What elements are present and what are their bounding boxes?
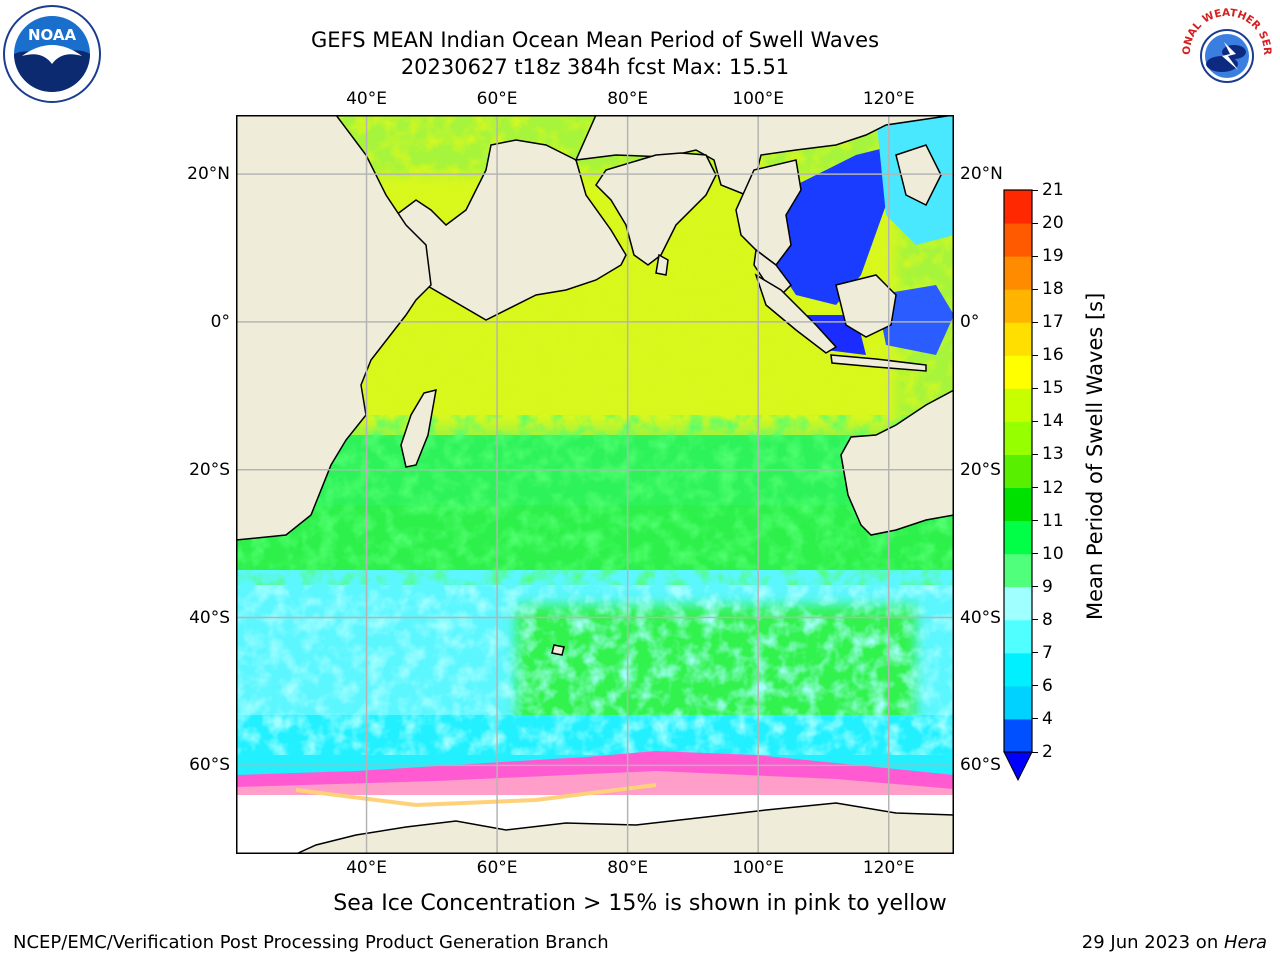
colorbar-tick-mark	[1032, 354, 1038, 356]
colorbar-tick-mark	[1032, 453, 1038, 455]
footer-date-text: 29 Jun 2023 on	[1081, 932, 1224, 953]
lon-tick-label-top: 80°E	[607, 89, 649, 109]
noaa-logo-text: NOAA	[28, 26, 77, 44]
lat-tick-label-right: 40°S	[960, 607, 1001, 628]
noaa-logo: NOAA	[3, 5, 101, 103]
colorbar-swatch	[1004, 190, 1032, 224]
colorbar-tick-label: 13	[1042, 444, 1064, 465]
colorbar-swatch	[1004, 256, 1032, 290]
lon-tick-label-top: 40°E	[346, 89, 387, 109]
colorbar-swatch	[1004, 487, 1032, 522]
colorbar-swatch	[1004, 223, 1032, 257]
lat-tick-label-right: 0°	[960, 311, 980, 332]
colorbar-tick-mark	[1032, 288, 1038, 290]
colorbar-tick-label: 7	[1042, 642, 1053, 663]
colorbar-tick-mark	[1032, 586, 1038, 588]
lon-tick-label-bottom: 120°E	[862, 858, 915, 878]
footer-host: Hera	[1223, 932, 1267, 953]
colorbar-tick-label: 6	[1042, 675, 1053, 696]
map-panel	[236, 115, 954, 854]
colorbar-tick-label: 2	[1042, 742, 1053, 762]
colorbar-tick-label: 8	[1042, 609, 1053, 630]
lat-tick-label-left: 0°	[210, 311, 230, 332]
colorbar-tick-label: 12	[1042, 477, 1064, 498]
colorbar-tick-label: 19	[1042, 246, 1064, 267]
colorbar-swatch	[1004, 388, 1032, 422]
colorbar-tick-mark	[1032, 619, 1038, 621]
colorbar-tick-label: 4	[1042, 708, 1053, 729]
sea-ice-note: Sea Ice Concentration > 15% is shown in …	[333, 891, 947, 916]
graticule	[236, 115, 954, 854]
lon-tick-label-bottom: 100°E	[732, 858, 785, 878]
colorbar-tick-mark	[1032, 520, 1038, 522]
chart-title: GEFS MEAN Indian Ocean Mean Period of Sw…	[310, 28, 880, 52]
colorbar-tick-label: 20	[1042, 213, 1064, 234]
footer-date: 29 Jun 2023 on Hera	[1082, 932, 1267, 953]
lon-tick-label-bottom: 80°E	[607, 858, 649, 878]
lon-tick-label-top: 120°E	[862, 89, 915, 109]
colorbar-swatch	[1004, 652, 1032, 687]
colorbar-tick-mark	[1032, 685, 1038, 687]
colorbar-extend-arrow	[1003, 751, 1033, 782]
colorbar-tick-label: 14	[1042, 411, 1064, 432]
lon-tick-label-bottom: 40°E	[346, 858, 387, 878]
colorbar-tick-label: 9	[1042, 576, 1053, 597]
colorbar-swatch	[1004, 586, 1032, 621]
lat-tick-label-left: 20°N	[187, 164, 230, 185]
colorbar-tick-mark	[1032, 387, 1038, 389]
colorbar-swatch	[1004, 355, 1032, 389]
colorbar-tick-label: 17	[1042, 312, 1064, 333]
lon-tick-label-top: 60°E	[476, 89, 518, 109]
colorbar-swatch	[1004, 322, 1032, 356]
colorbar-tick-mark	[1032, 718, 1038, 720]
colorbar-tick-label: 11	[1042, 510, 1064, 531]
nws-logo: NATIONAL WEATHER SERVICE	[1178, 4, 1274, 100]
map-frame	[236, 115, 954, 854]
lon-tick-label-bottom: 60°E	[476, 858, 518, 878]
colorbar-swatch	[1004, 685, 1032, 720]
colorbar-swatch	[1004, 421, 1032, 455]
colorbar-tick-mark	[1032, 553, 1038, 555]
colorbar	[1003, 189, 1033, 782]
chart-subtitle: 20230627 t18z 384h fcst Max: 15.51	[400, 55, 790, 79]
lat-tick-label-left: 40°S	[189, 607, 230, 628]
lat-tick-label-left: 60°S	[189, 755, 230, 776]
colorbar-tick-mark	[1032, 189, 1038, 191]
colorbar-tick-mark	[1032, 321, 1038, 323]
colorbar-swatch	[1004, 718, 1032, 753]
lon-tick-label-top: 100°E	[732, 89, 785, 109]
land-masses	[236, 115, 954, 854]
colorbar-tick-mark	[1032, 487, 1038, 489]
colorbar-tick-label: 18	[1042, 279, 1064, 300]
colorbar-swatch	[1004, 454, 1032, 489]
lat-tick-label-right: 60°S	[960, 755, 1001, 776]
colorbar-swatch	[1004, 520, 1032, 555]
lat-tick-label-right: 20°N	[960, 164, 1003, 185]
footer-credit: NCEP/EMC/Verification Post Processing Pr…	[13, 932, 609, 953]
colorbar-tick-label: 21	[1042, 180, 1064, 200]
colorbar-tick-mark	[1032, 255, 1038, 257]
lat-tick-label-right: 20°S	[960, 459, 1001, 480]
colorbar-swatch	[1004, 289, 1032, 323]
colorbar-swatch	[1004, 619, 1032, 654]
colorbar-tick-mark	[1032, 222, 1038, 224]
colorbar-label: Mean Period of Swell Waves [s]	[1083, 292, 1107, 620]
lat-tick-label-left: 20°S	[189, 459, 230, 480]
colorbar-tick-label: 16	[1042, 345, 1064, 366]
colorbar-tick-label: 10	[1042, 543, 1064, 564]
colorbar-tick-mark	[1032, 652, 1038, 654]
colorbar-frame	[1003, 189, 1033, 753]
colorbar-tick-label: 15	[1042, 378, 1064, 399]
colorbar-tick-mark	[1032, 420, 1038, 422]
colorbar-swatch	[1004, 553, 1032, 588]
colorbar-tick-mark	[1032, 751, 1038, 753]
